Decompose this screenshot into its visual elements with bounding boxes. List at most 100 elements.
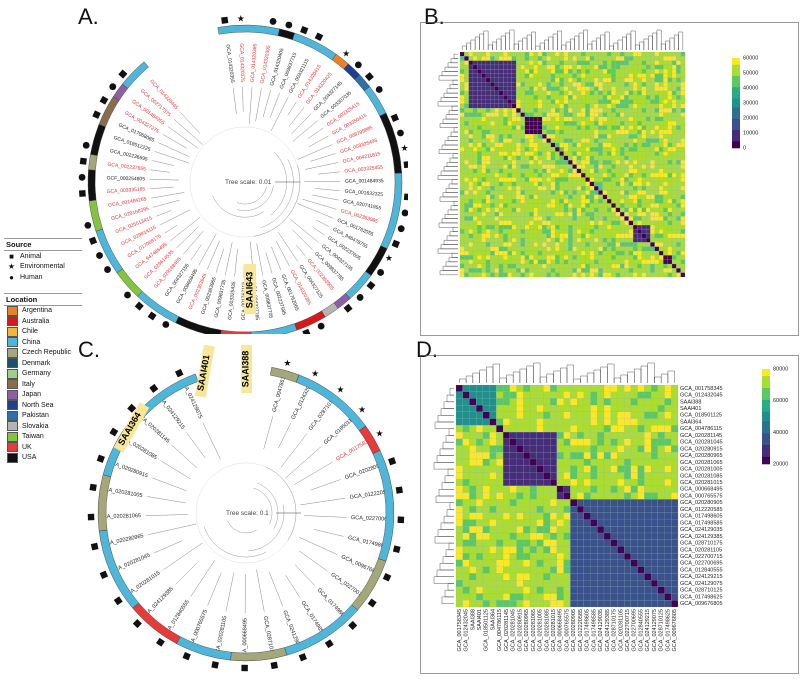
heatmap-cell [572,90,577,96]
heatmap-cell [494,134,500,139]
heatmap-cell [585,255,590,260]
heatmap-cell [546,56,551,61]
heatmap-cell [550,82,556,87]
heatmap-cell [529,472,537,480]
heatmap-cell [570,586,578,594]
heatmap-cell [598,90,603,96]
heatmap-cell [494,160,500,165]
heatmap-cell [602,155,608,161]
heatmap-cell [543,472,551,480]
heatmap-cell [590,580,598,587]
heatmap-cell [496,391,504,399]
heatmap-cell [585,138,590,143]
heatmap-cell [520,82,525,87]
heatmap-cell [516,229,521,234]
heatmap-cell [468,60,474,66]
tree-branch [275,240,290,267]
heatmap-cell [650,229,655,234]
heatmap-cell [602,250,608,256]
dendrogram-branch-col [613,42,619,50]
heatmap-cell [667,220,673,226]
heatmap-cell [477,229,482,234]
tree-leader [155,224,161,228]
dendrogram-branch-col [669,37,675,50]
heatmap-cell [630,391,638,399]
heatmap-row-label: SAAl401 [680,406,701,412]
heatmap-cell [671,212,677,217]
heatmap-cell [590,532,598,540]
heatmap-cell [633,142,638,148]
heatmap-cell [494,86,500,92]
heatmap-cell [617,566,625,574]
heatmap-cell [533,134,538,139]
heatmap-cell [615,186,621,191]
heatmap-cell [481,147,487,152]
heatmap-cell [520,138,525,143]
heatmap-cell [611,263,616,269]
heatmap-cell [476,559,483,567]
heatmap-cell [555,212,560,217]
heatmap-cell [507,142,512,148]
heatmap-cell [542,60,547,66]
heatmap-col-label: GCA_024129075 [652,609,658,652]
heatmap-cell [464,103,469,109]
heatmap-cell [650,121,655,126]
heatmap-cell [581,125,586,130]
heatmap-cell [494,229,500,234]
heatmap-cell [555,272,560,278]
heatmap-cell [494,186,500,191]
heatmap-cell [598,229,603,234]
heatmap-cell [620,237,625,243]
heatmap-cell [563,580,571,587]
heatmap-cell [477,225,482,230]
heatmap-cell [529,212,534,217]
legend-source-label: Human [20,273,43,281]
heatmap-cell [455,519,463,527]
heatmap-cell [598,237,603,243]
heatmap-cell [667,177,673,182]
heatmap-cell [537,207,543,213]
dendrogram-branch-row [439,448,454,456]
heatmap-cell [520,129,525,135]
heatmap-cell [533,233,538,239]
heatmap-cell [536,384,544,392]
heatmap-cell [654,56,660,61]
tree-branch [300,497,345,506]
heatmap-cell [658,212,664,217]
heatmap-cell [624,177,629,182]
heatmap-cell [610,593,618,601]
heatmap-cell [524,73,530,79]
heatmap-cell [589,259,595,265]
heatmap-cell [650,177,655,182]
heatmap-cell [654,212,660,217]
legend-location-label: Czech Republic [22,349,72,357]
tree-tip-label: GCA_022700695 [351,515,394,523]
heatmap-cell [617,398,625,406]
dendrogram-branch-col [620,374,628,383]
heatmap-cell [563,69,569,74]
heatmap-cell [481,190,487,195]
tree-leader [289,265,292,271]
heatmap-cell [511,199,517,204]
colorbar-segment [762,376,770,379]
heatmap-cell [637,168,642,174]
heatmap-cell [536,519,544,527]
heatmap-cell [581,160,586,165]
heatmap-cell [503,129,508,135]
heatmap-cell [529,151,534,156]
heatmap-cell [598,186,603,191]
heatmap-cell [524,212,530,217]
colorbar-segment [762,459,770,462]
dendrogram-branch-col [640,365,648,383]
heatmap-cell [516,546,524,554]
heatmap-cell [671,438,679,446]
heatmap-cell [598,73,603,79]
heatmap-cell [637,432,645,439]
heatmap-cell [633,151,638,156]
heatmap-cell [671,108,677,113]
heatmap-cell [641,99,647,104]
heatmap-cell [469,425,477,433]
heatmap-cell [520,90,525,96]
heatmap-cell [462,539,470,547]
heatmap-cell [529,186,534,191]
